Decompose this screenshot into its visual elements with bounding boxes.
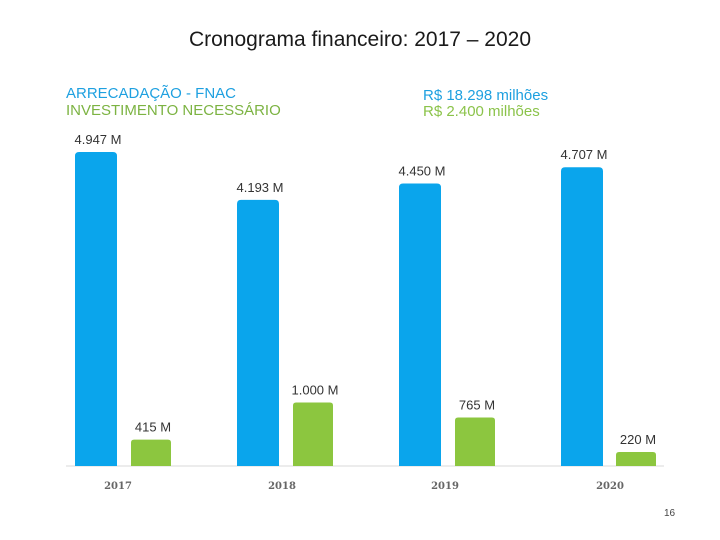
bar-investimento-2019 <box>455 417 495 466</box>
page-title: Cronograma financeiro: 2017 – 2020 <box>188 28 532 51</box>
bar-investimento-2018 <box>293 402 333 466</box>
bar-arrecadacao-2018 <box>237 199 279 466</box>
data-label-arrecadacao-2020: 4.707 M <box>561 147 608 162</box>
bar-investimento-2017 <box>131 439 171 466</box>
bar-arrecadacao-2020 <box>561 167 603 467</box>
data-label-arrecadacao-2018: 4.193 M <box>237 180 284 195</box>
legend-labels: ARRECADAÇÃO - FNAC INVESTIMENTO NECESSÁR… <box>66 85 281 119</box>
x-tick-label-2018: 2018 <box>268 481 296 492</box>
legend-arrecadacao-value: R$ 18.298 milhões <box>423 87 549 104</box>
legend-investimento-value: R$ 2.400 milhões <box>423 103 540 120</box>
x-tick-label-2019: 2019 <box>431 481 459 492</box>
x-tick-label-2017: 2017 <box>104 481 132 492</box>
legend-values: R$ 18.298 milhões R$ 2.400 milhões <box>423 88 548 120</box>
data-label-investimento-2020: 220 M <box>620 432 656 447</box>
data-label-arrecadacao-2017: 4.947 M <box>75 132 122 147</box>
legend-arrecadacao-label: ARRECADAÇÃO - FNAC <box>66 85 237 102</box>
data-label-investimento-2019: 765 M <box>459 397 495 412</box>
bar-investimento-2020 <box>616 452 656 466</box>
bar-arrecadacao-2019 <box>399 183 441 466</box>
data-label-investimento-2017: 415 M <box>135 420 171 435</box>
x-tick-label-2020: 2020 <box>596 481 624 492</box>
data-label-arrecadacao-2019: 4.450 M <box>399 164 446 179</box>
data-label-investimento-2018: 1.000 M <box>292 383 339 398</box>
bar-arrecadacao-2017 <box>75 152 117 466</box>
legend-investimento-label: INVESTIMENTO NECESSÁRIO <box>66 102 281 119</box>
page-number: 16 <box>664 508 676 519</box>
